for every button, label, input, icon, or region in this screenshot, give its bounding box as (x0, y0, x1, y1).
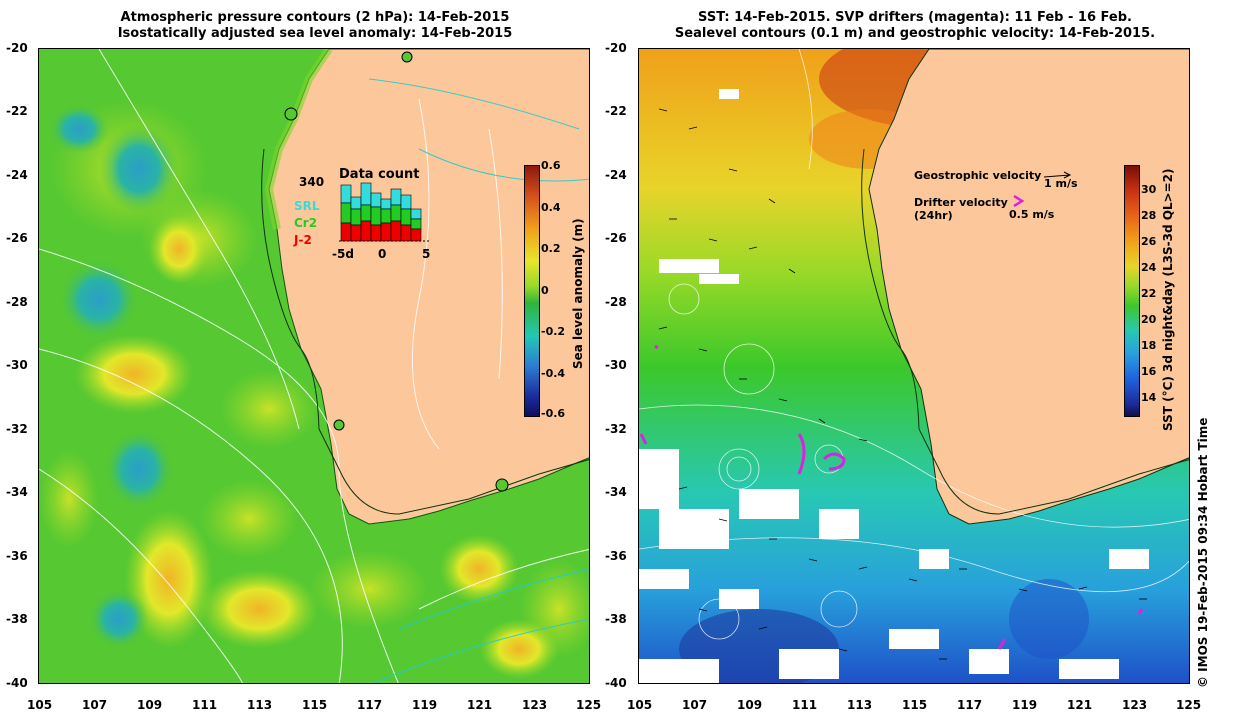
xtick-left: 115 (302, 698, 328, 712)
drifter-scale-arrow (1013, 194, 1024, 208)
xtick-right: 111 (792, 698, 818, 712)
ytick-left: -22 (6, 104, 28, 118)
sst-tick-18: 18 (1141, 339, 1157, 352)
xtick-left: 107 (82, 698, 108, 712)
ytick-right: -22 (605, 104, 627, 118)
ytick-right: -24 (605, 168, 627, 182)
geostrophic-scale-arrow (1044, 171, 1072, 179)
xtick-right: 107 (682, 698, 708, 712)
xtick-right: 105 (627, 698, 653, 712)
legend-cr2: Cr2 (294, 216, 318, 230)
ytick-left: -34 (6, 485, 28, 499)
data-count-bars (339, 182, 429, 242)
xtick-left: 117 (357, 698, 383, 712)
sla-tick-2: 0.2 (541, 242, 561, 255)
ytick-right: -34 (605, 485, 627, 499)
sla-tick-3: 0 (541, 284, 549, 297)
sst-field (639, 49, 1189, 683)
ytick-right: -32 (605, 422, 627, 436)
ytick-left: -24 (6, 168, 28, 182)
xtick-right: 109 (737, 698, 763, 712)
sla-colorbar (524, 165, 540, 417)
ytick-right: -36 (605, 549, 627, 563)
australia-land-sst (868, 49, 1189, 525)
legend-j2: J-2 (294, 233, 312, 247)
data-count-tick-5: 5 (422, 247, 431, 261)
ytick-left: -40 (6, 676, 28, 690)
xtick-right: 115 (902, 698, 928, 712)
xtick-right: 117 (957, 698, 983, 712)
ytick-left: -28 (6, 295, 28, 309)
sst-tick-22: 22 (1141, 287, 1157, 300)
sst-tick-24: 24 (1141, 261, 1157, 274)
data-count-tick-m5: -5d (332, 247, 354, 261)
drifter-legend-sub: (24hr) (914, 209, 953, 222)
geostrophic-scale-label: 1 m/s (1044, 177, 1078, 190)
sla-tick-5: -0.4 (541, 367, 566, 380)
xtick-right: 119 (1012, 698, 1038, 712)
sla-field (39, 49, 589, 683)
xtick-right: 113 (847, 698, 873, 712)
sst-colorbar-title: SST (°C) 3d night&day (L3S-3d QL>=2) (1161, 168, 1175, 432)
xtick-left: 119 (412, 698, 438, 712)
sla-tick-0: 0.6 (541, 159, 561, 172)
data-count-inset: Data count 340 SRL Cr2 J-2 -5d 0 5 (294, 161, 434, 271)
ytick-right: -28 (605, 295, 627, 309)
data-count-max: 340 (299, 175, 325, 189)
xtick-left: 111 (192, 698, 218, 712)
legend-srl: SRL (294, 199, 320, 213)
ytick-left: -30 (6, 358, 28, 372)
sst-map: Geostrophic velocity 1 m/s Drifter veloc… (638, 48, 1190, 684)
data-count-title: Data count (339, 167, 420, 182)
xtick-right: 123 (1122, 698, 1148, 712)
ytick-right: -38 (605, 612, 627, 626)
sst-tick-14: 14 (1141, 391, 1157, 404)
ytick-left: -26 (6, 231, 28, 245)
sst-colorbar (1124, 165, 1140, 417)
ytick-left: -36 (6, 549, 28, 563)
sea-level-anomaly-map: Data count 340 SRL Cr2 J-2 -5d 0 5 0.6 0… (38, 48, 590, 684)
xtick-left: 105 (27, 698, 53, 712)
xtick-left: 125 (576, 698, 602, 712)
drifter-legend-label: Drifter velocity (914, 196, 1008, 209)
right-title-line1: SST: 14-Feb-2015. SVP drifters (magenta)… (698, 10, 1132, 25)
sla-tick-1: 0.4 (541, 201, 561, 214)
sst-tick-30: 30 (1141, 183, 1157, 196)
sst-tick-16: 16 (1141, 365, 1157, 378)
left-title-line2: Isostatically adjusted sea level anomaly… (117, 26, 513, 41)
xtick-right: 121 (1067, 698, 1093, 712)
left-title-line1: Atmospheric pressure contours (2 hPa): 1… (120, 10, 510, 25)
drifter-scale-label: 0.5 m/s (1009, 208, 1055, 221)
sst-tick-20: 20 (1141, 313, 1157, 326)
ytick-left: -32 (6, 422, 28, 436)
ytick-right: -30 (605, 358, 627, 372)
sla-tick-6: -0.6 (541, 407, 566, 420)
geostrophic-legend-label: Geostrophic velocity (914, 169, 1042, 182)
sst-tick-28: 28 (1141, 209, 1157, 222)
data-count-tick-0: 0 (378, 247, 387, 261)
ytick-left: -38 (6, 612, 28, 626)
drifter-tracks (639, 344, 1144, 650)
sst-tick-26: 26 (1141, 235, 1157, 248)
xtick-right: 125 (1176, 698, 1202, 712)
sla-tick-4: -0.2 (541, 325, 566, 338)
right-title-line2: Sealevel contours (0.1 m) and geostrophi… (674, 26, 1156, 41)
xtick-left: 123 (522, 698, 548, 712)
ytick-left: -20 (6, 41, 28, 55)
ytick-right: -20 (605, 41, 627, 55)
geostrophic-arrows (658, 108, 1147, 660)
sla-colorbar-title: Sea level anomaly (m) (571, 218, 585, 369)
imos-credit: © IMOS 19-Feb-2015 09:34 Hobart Time (1196, 417, 1210, 688)
ytick-right: -26 (605, 231, 627, 245)
xtick-left: 109 (137, 698, 163, 712)
xtick-left: 121 (467, 698, 493, 712)
ytick-right: -40 (605, 676, 627, 690)
xtick-left: 113 (247, 698, 273, 712)
